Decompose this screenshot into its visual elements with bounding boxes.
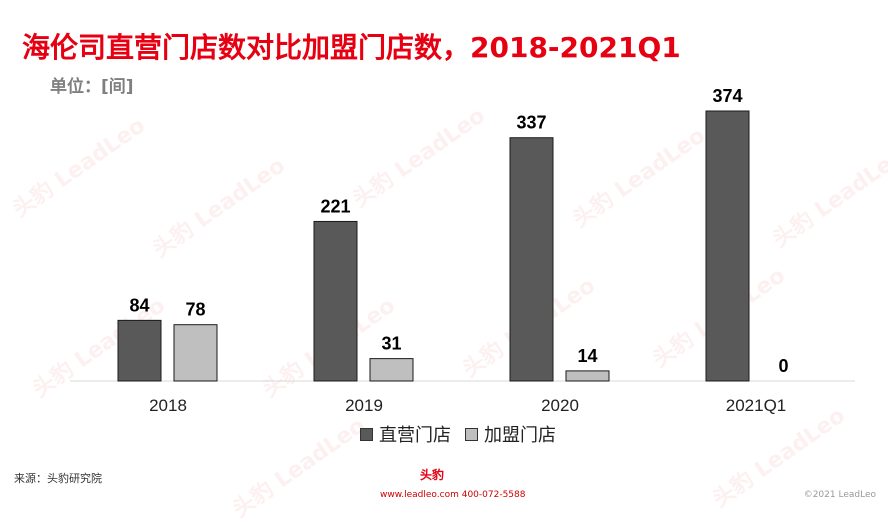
data-label-direct-2019: 221 <box>320 196 350 216</box>
legend: 直营门店 加盟门店 <box>360 421 556 447</box>
data-label-direct-2021Q1: 374 <box>712 86 742 106</box>
legend-item-direct: 直营门店 <box>360 421 451 447</box>
data-label-direct-2020: 337 <box>516 113 546 133</box>
x-tick-label-2020: 2020 <box>541 396 579 415</box>
x-tick-label-2018: 2018 <box>149 396 187 415</box>
bar-direct-2020 <box>509 137 554 382</box>
brand-logo: 头豹 <box>420 468 445 482</box>
bar-direct-2019 <box>313 220 358 382</box>
data-label-franchise-2021Q1: 0 <box>778 356 788 376</box>
legend-item-franchise: 加盟门店 <box>465 421 556 447</box>
data-label-franchise-2019: 31 <box>381 334 401 354</box>
bar-franchise-2019 <box>369 358 414 382</box>
data-label-franchise-2018: 78 <box>185 300 205 320</box>
page-title: 海伦司直营门店数对比加盟门店数，2018-2021Q1 <box>22 31 681 64</box>
legend-swatch-direct <box>360 427 373 441</box>
legend-label-franchise: 加盟门店 <box>484 425 556 446</box>
bar-direct-2021Q1 <box>705 110 750 382</box>
bar-franchise-2018 <box>173 324 218 382</box>
source-note: 来源：头豹研究院 <box>14 472 102 485</box>
watermark: 头豹 LeadLeo <box>228 413 370 523</box>
legend-swatch-franchise <box>465 427 478 441</box>
legend-label-direct: 直营门店 <box>379 425 451 446</box>
copyright: ©2021 LeadLeo <box>803 490 876 500</box>
x-tick-label-2021Q1: 2021Q1 <box>726 396 787 415</box>
data-label-franchise-2020: 14 <box>577 346 597 366</box>
x-tick-label-2019: 2019 <box>345 396 383 415</box>
contact-info: www.leadleo.com 400-072-5588 <box>380 490 526 500</box>
data-label-direct-2018: 84 <box>129 295 149 315</box>
bar-chart: 84 78 2018 221 31 2019 337 14 2020 374 0 2021Q1 <box>70 86 855 415</box>
bar-franchise-2020 <box>565 370 610 382</box>
unit-label: 单位：[间] <box>50 77 134 97</box>
bar-direct-2018 <box>117 319 162 382</box>
